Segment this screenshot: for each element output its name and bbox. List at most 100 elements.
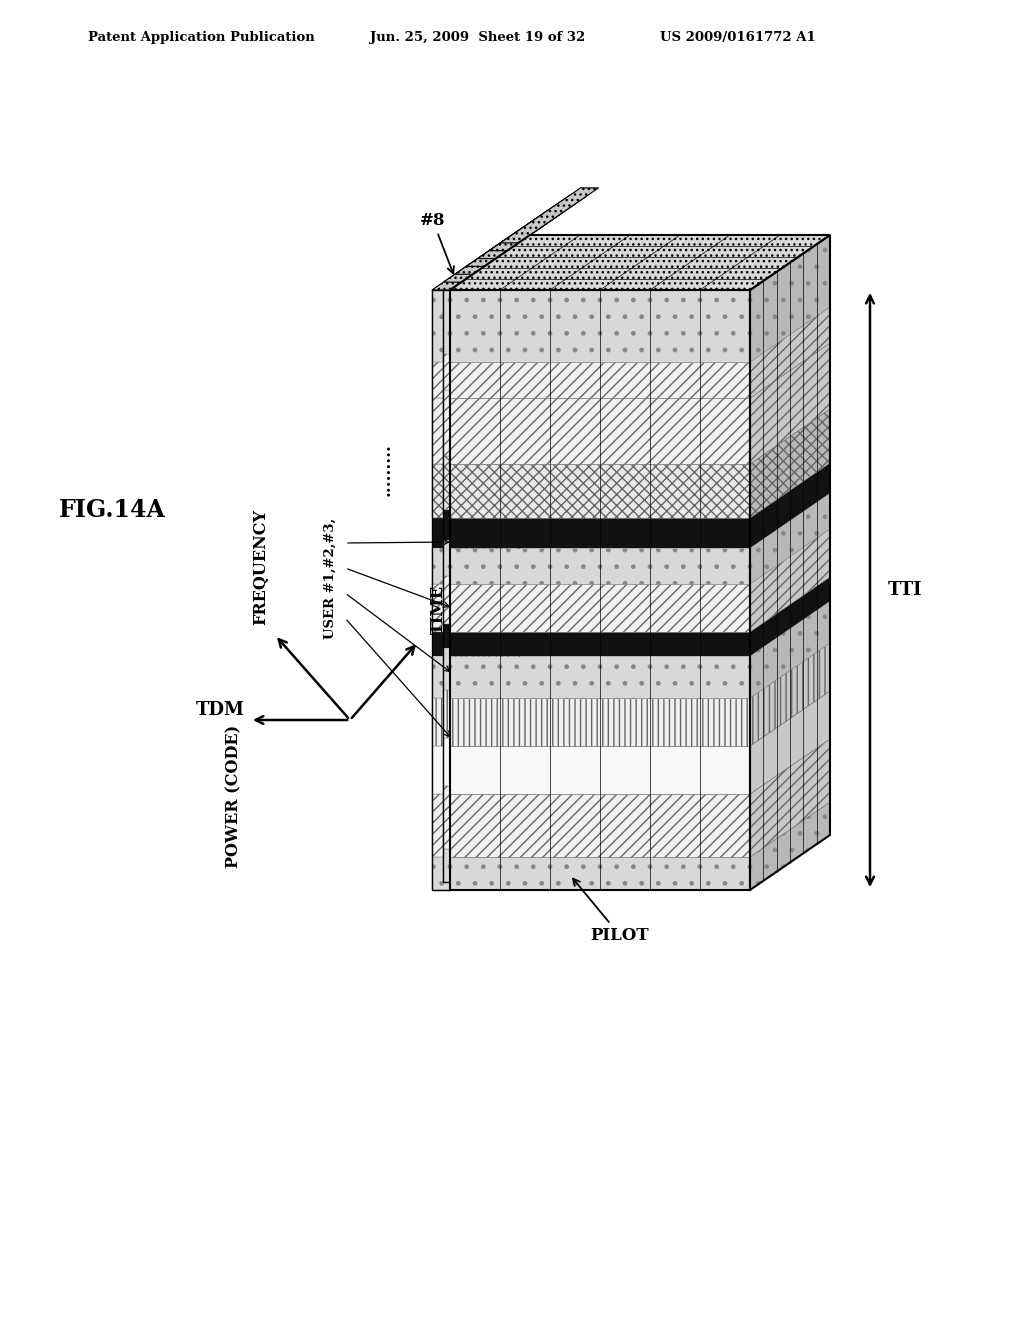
Polygon shape [450, 583, 750, 632]
Polygon shape [750, 601, 830, 698]
Text: FIG.14A: FIG.14A [58, 498, 166, 521]
Polygon shape [750, 409, 830, 517]
Polygon shape [443, 849, 462, 882]
Polygon shape [450, 362, 750, 399]
Polygon shape [489, 817, 507, 850]
Polygon shape [443, 282, 462, 354]
Text: .........: ......... [377, 444, 393, 496]
Polygon shape [450, 290, 750, 362]
Polygon shape [450, 548, 750, 583]
Polygon shape [450, 857, 750, 890]
Text: Patent Application Publication: Patent Application Publication [88, 30, 314, 44]
Polygon shape [443, 457, 462, 510]
Polygon shape [478, 825, 496, 858]
Polygon shape [466, 771, 484, 833]
Polygon shape [455, 346, 473, 383]
Polygon shape [455, 730, 473, 779]
Polygon shape [501, 609, 518, 651]
Polygon shape [478, 667, 496, 714]
Polygon shape [432, 362, 450, 399]
Polygon shape [501, 315, 518, 351]
Polygon shape [750, 492, 830, 583]
Text: FREQUENCY: FREQUENCY [253, 510, 269, 624]
Polygon shape [489, 195, 587, 251]
Polygon shape [489, 425, 507, 479]
Polygon shape [455, 779, 473, 841]
Polygon shape [455, 449, 473, 503]
Polygon shape [750, 529, 830, 632]
Text: #8: #8 [420, 213, 454, 273]
Polygon shape [432, 632, 450, 656]
Text: POWER (CODE): POWER (CODE) [225, 725, 243, 869]
Polygon shape [450, 795, 750, 857]
Polygon shape [455, 503, 473, 532]
Polygon shape [466, 211, 564, 267]
Polygon shape [443, 391, 462, 457]
Polygon shape [478, 367, 496, 433]
Polygon shape [750, 803, 830, 890]
Polygon shape [489, 251, 507, 322]
Polygon shape [501, 351, 518, 417]
Text: TIME: TIME [429, 585, 446, 634]
Polygon shape [489, 479, 507, 508]
Polygon shape [478, 487, 496, 516]
Polygon shape [478, 714, 496, 763]
Polygon shape [489, 755, 507, 817]
Polygon shape [466, 338, 484, 375]
Polygon shape [466, 375, 484, 441]
Polygon shape [501, 243, 518, 315]
Polygon shape [450, 746, 750, 795]
Polygon shape [466, 609, 484, 632]
Polygon shape [489, 593, 507, 616]
Polygon shape [750, 577, 830, 656]
Polygon shape [478, 330, 496, 367]
Polygon shape [450, 465, 750, 517]
Polygon shape [750, 235, 830, 362]
Text: USER #1,#2,#3,: USER #1,#2,#3, [324, 517, 337, 639]
Polygon shape [489, 659, 507, 706]
Polygon shape [489, 706, 507, 755]
Polygon shape [466, 833, 484, 866]
Polygon shape [450, 656, 750, 698]
Polygon shape [455, 219, 553, 275]
Polygon shape [443, 690, 462, 738]
Polygon shape [443, 738, 462, 787]
Polygon shape [478, 516, 496, 553]
Polygon shape [501, 651, 518, 698]
Text: TDM: TDM [196, 701, 245, 719]
Polygon shape [750, 463, 830, 548]
Polygon shape [455, 532, 473, 569]
Polygon shape [432, 235, 530, 290]
Polygon shape [501, 537, 518, 585]
Polygon shape [466, 722, 484, 771]
Polygon shape [455, 275, 473, 346]
Polygon shape [432, 795, 450, 857]
Polygon shape [501, 585, 518, 609]
Polygon shape [750, 690, 830, 795]
Polygon shape [466, 561, 484, 609]
Polygon shape [501, 417, 518, 471]
Polygon shape [443, 510, 462, 540]
Polygon shape [443, 576, 462, 624]
Polygon shape [432, 656, 450, 698]
Polygon shape [443, 540, 462, 576]
Polygon shape [455, 383, 473, 449]
Polygon shape [432, 857, 450, 890]
Polygon shape [466, 267, 484, 338]
Polygon shape [432, 290, 450, 362]
Polygon shape [432, 746, 450, 795]
Polygon shape [478, 259, 496, 330]
Polygon shape [478, 763, 496, 825]
Polygon shape [455, 682, 473, 730]
Polygon shape [750, 739, 830, 857]
Polygon shape [443, 648, 462, 690]
Text: Jun. 25, 2009  Sheet 19 of 32: Jun. 25, 2009 Sheet 19 of 32 [370, 30, 586, 44]
Polygon shape [432, 465, 450, 517]
Polygon shape [466, 632, 484, 675]
Text: PILOT: PILOT [573, 879, 649, 944]
Polygon shape [501, 500, 518, 537]
Polygon shape [466, 495, 484, 524]
Polygon shape [455, 569, 473, 616]
Polygon shape [450, 698, 750, 746]
Polygon shape [455, 640, 473, 682]
